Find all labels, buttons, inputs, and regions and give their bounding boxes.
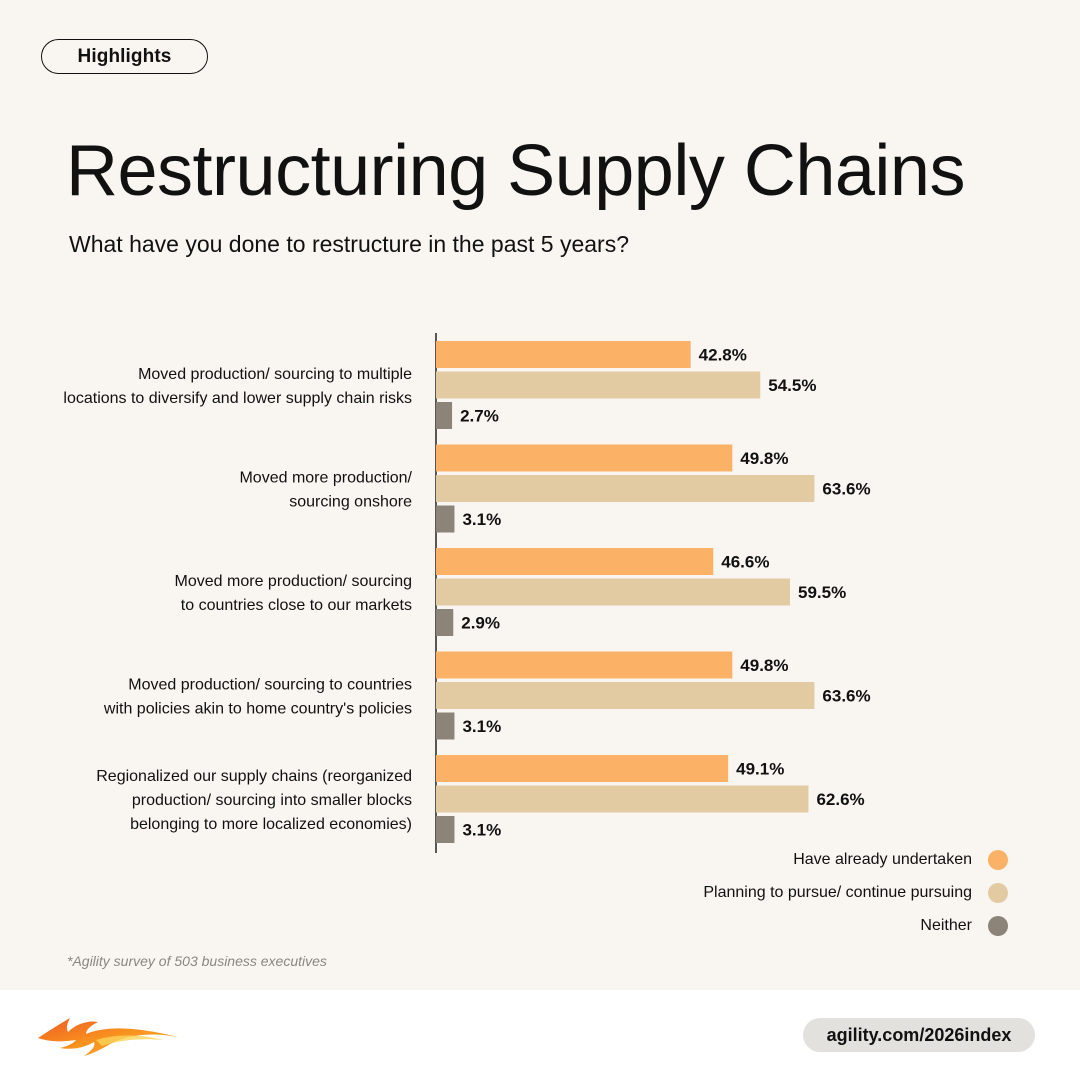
value-label-onshore-planning: 63.6% [822, 480, 870, 499]
bar-onshore-planning [436, 475, 815, 502]
bar-nearshore-undertaken [436, 548, 714, 575]
survey-footnote: *Agility survey of 503 business executiv… [67, 953, 327, 969]
legend-swatch-planning [988, 882, 1008, 903]
value-label-policy-aligned-undertaken: 49.8% [740, 656, 788, 675]
value-label-policy-aligned-planning: 63.6% [822, 687, 870, 706]
value-label-onshore-neither: 3.1% [462, 510, 501, 529]
bar-chart: 42.8% 54.5% 2.7% Moved production/ sourcing… [63, 333, 871, 853]
category-label-line: belonging to more localized economies) [130, 816, 412, 833]
legend-label-neither: Neither [920, 916, 972, 934]
bar-policy-aligned-neither [436, 712, 455, 740]
footer-bar: agility.com/2026index [0, 990, 1080, 1080]
chart-legend: Have already undertaken Planning to purs… [588, 848, 1008, 947]
category-label-line: Moved more production/ sourcing [175, 573, 412, 590]
legend-item-planning: Planning to pursue/ continue pursuing [588, 881, 1008, 904]
value-label-nearshore-undertaken: 46.6% [721, 553, 769, 572]
value-label-regionalized-undertaken: 49.1% [736, 760, 784, 779]
category-label-line: with policies akin to home country's pol… [103, 701, 412, 718]
value-label-diversify-undertaken: 42.8% [699, 346, 747, 365]
legend-swatch-neither [988, 915, 1008, 936]
category-label-line: Regionalized our supply chains (reorgani… [96, 768, 412, 785]
bar-nearshore-planning [436, 578, 791, 606]
value-label-diversify-neither: 2.7% [460, 407, 499, 426]
category-label-onshore: Moved more production/sourcing onshore [239, 470, 412, 511]
bar-onshore-neither [436, 505, 455, 533]
bar-regionalized-undertaken [436, 755, 729, 782]
value-label-diversify-planning: 54.5% [768, 376, 816, 395]
value-label-nearshore-neither: 2.9% [461, 614, 500, 633]
bar-nearshore-neither [436, 609, 454, 636]
value-label-regionalized-planning: 62.6% [816, 790, 864, 809]
bar-diversify-undertaken [436, 341, 691, 368]
value-label-regionalized-neither: 3.1% [462, 821, 501, 840]
legend-label-undertaken: Have already undertaken [793, 850, 972, 868]
value-label-nearshore-planning: 59.5% [798, 583, 846, 602]
legend-item-undertaken: Have already undertaken [588, 848, 1008, 871]
website-link[interactable]: agility.com/2026index [803, 1018, 1035, 1052]
bar-policy-aligned-planning [436, 682, 815, 709]
value-label-onshore-undertaken: 49.8% [740, 449, 788, 468]
legend-swatch-undertaken [988, 849, 1008, 870]
legend-item-neither: Neither [588, 914, 1008, 937]
category-label-policy-aligned: Moved production/ sourcing to countries w… [103, 677, 412, 718]
category-label-diversify: Moved production/ sourcing to multiple lo… [63, 366, 412, 407]
category-label-nearshore: Moved more production/ sourcing to countr… [175, 573, 412, 614]
bar-diversify-neither [436, 402, 453, 429]
category-label-regionalized: Regionalized our supply chains (reorgani… [96, 768, 412, 833]
category-label-line: Moved more production/ [239, 470, 412, 487]
value-label-policy-aligned-neither: 3.1% [462, 717, 501, 736]
bar-regionalized-planning [436, 785, 809, 813]
category-label-line: sourcing onshore [289, 494, 412, 511]
category-label-line: to countries close to our markets [181, 597, 412, 614]
bar-onshore-undertaken [436, 444, 733, 472]
category-label-line: locations to diversify and lower supply … [63, 390, 412, 407]
page-title: Restructuring Supply Chains [66, 131, 965, 211]
bar-diversify-planning [436, 371, 761, 399]
legend-label-planning: Planning to pursue/ continue pursuing [703, 883, 972, 901]
bar-policy-aligned-undertaken [436, 651, 733, 679]
page-subtitle: What have you done to restructure in the… [69, 231, 629, 257]
category-label-line: Moved production/ sourcing to multiple [138, 366, 412, 383]
category-label-line: production/ sourcing into smaller blocks [132, 792, 412, 809]
category-label-line: Moved production/ sourcing to countries [128, 677, 412, 694]
bar-regionalized-neither [436, 816, 455, 843]
highlights-tag: Highlights [41, 39, 208, 74]
agility-phoenix-logo-icon [38, 1018, 182, 1056]
